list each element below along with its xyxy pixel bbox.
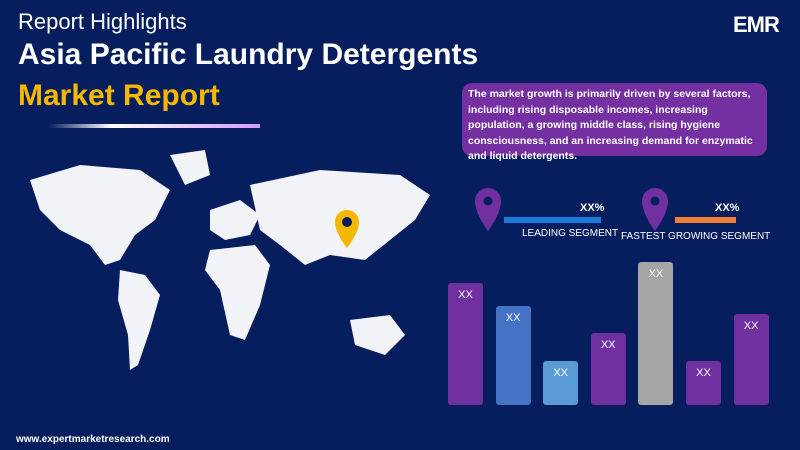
bar-label: XX <box>743 320 759 332</box>
report-subtitle: Report Highlights <box>18 9 187 34</box>
title-underline <box>48 124 260 128</box>
leading-segment-bar <box>504 217 601 223</box>
bar-label: XX <box>553 367 569 379</box>
bar-label: XX <box>648 268 664 280</box>
chart-bar: XX <box>590 333 626 405</box>
website-url: www.expertmarketresearch.com <box>16 434 170 445</box>
fastest-segment-bar <box>675 217 736 223</box>
summary-box: The market growth is primarily driven by… <box>462 83 767 162</box>
bar-label: XX <box>600 339 616 351</box>
fastest-pin-icon <box>642 188 668 231</box>
leading-segment-value: XX% <box>580 202 605 214</box>
chart-bar: XX <box>448 283 483 405</box>
leading-pin-icon <box>475 188 501 231</box>
report-title: Asia Pacific Laundry Detergents <box>18 38 479 71</box>
chart-bar: XX <box>733 314 769 405</box>
bar-label: XX <box>696 367 711 379</box>
emr-logo: EMR <box>733 12 780 37</box>
chart-bar: XX <box>638 262 674 405</box>
fastest-segment-label: FASTEST GROWING SEGMENT <box>621 231 771 242</box>
world-map <box>30 150 430 370</box>
bar-label: XX <box>458 289 473 301</box>
location-pin-icon <box>335 210 359 248</box>
report-title-highlight: Market Report <box>18 79 220 112</box>
fastest-segment-value: XX% <box>715 202 740 214</box>
chart-bar: XX <box>686 361 721 405</box>
chart-bar: XX <box>495 306 531 405</box>
leading-segment-label: LEADING SEGMENT <box>522 228 619 239</box>
bar-label: XX <box>505 312 521 324</box>
chart-bar: XX <box>543 361 579 405</box>
